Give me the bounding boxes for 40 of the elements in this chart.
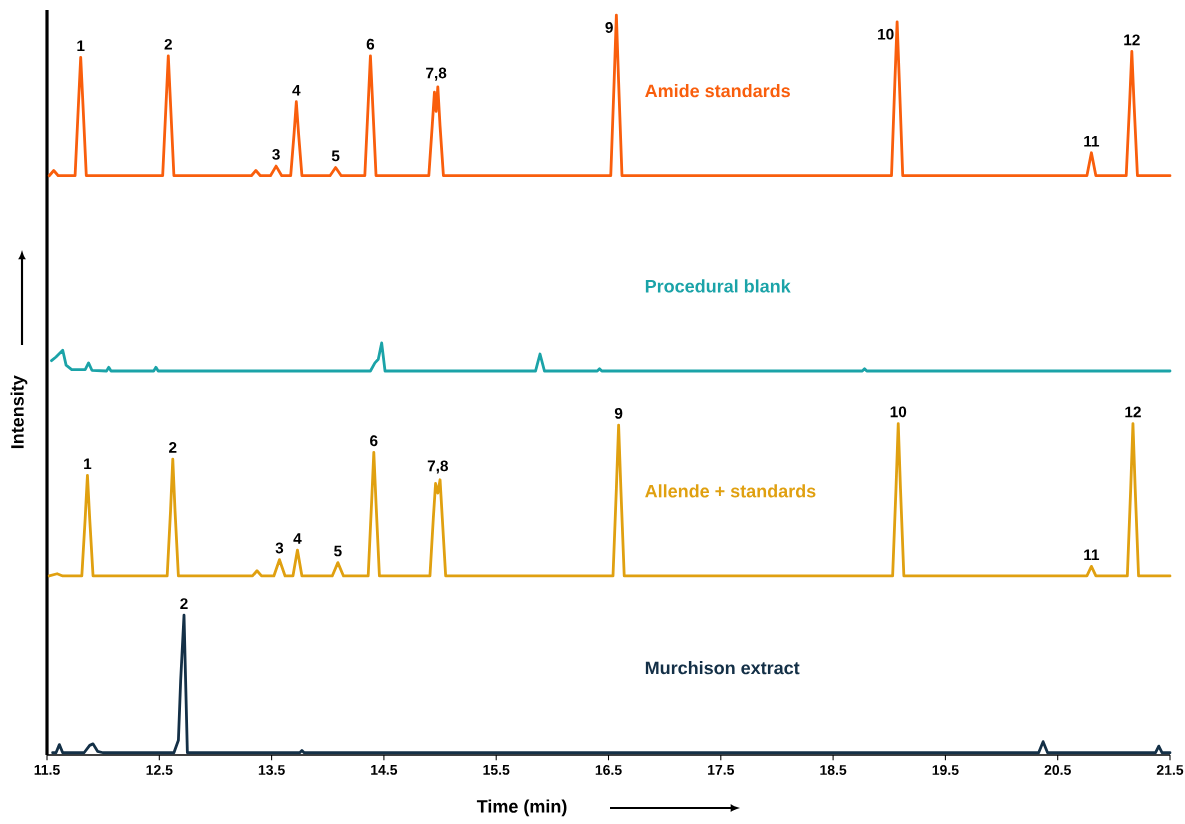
annotation: 4: [293, 533, 302, 544]
annotation: 10: [890, 406, 907, 418]
x-tick-label: 12.5: [146, 765, 173, 775]
x-tick-label: 15.5: [483, 765, 510, 775]
annotation: 1: [77, 40, 85, 52]
annotation: 6: [370, 435, 378, 447]
x-axis-title: Time (min): [476, 799, 567, 817]
y-axis-title: Intensity: [10, 375, 28, 449]
annotation: 12: [1125, 406, 1141, 418]
annotation: 7,8: [427, 460, 448, 474]
annotation: 11: [1084, 549, 1100, 561]
annotation: 5: [334, 545, 342, 557]
annotation: 9: [605, 22, 613, 33]
series-label: Allende + standards: [645, 484, 816, 498]
x-tick-label: 16.5: [595, 765, 622, 775]
x-tick-label: 21.5: [1156, 765, 1184, 775]
annotation: 9: [614, 407, 623, 419]
x-tick-label: 17.5: [708, 765, 735, 775]
annotation: 4: [292, 84, 301, 96]
x-tick-label: 14.5: [371, 765, 398, 775]
annotation: 7,8: [426, 67, 447, 81]
x-tick-label: 18.5: [820, 765, 847, 775]
text: Murchison extract: [645, 661, 800, 675]
annotation: 2: [164, 38, 172, 50]
annotation: 3: [272, 148, 280, 160]
x-tick-label: 13.5: [258, 765, 285, 775]
annotation: 12: [1124, 34, 1140, 46]
annotation: 2: [169, 442, 177, 453]
series-label: Amide standards: [645, 84, 790, 98]
annotation: 3: [275, 542, 284, 554]
x-tick-label: 19.5: [932, 765, 959, 775]
x-tick-label: 20.5: [1044, 765, 1071, 775]
x-tick-label: 11.5: [34, 765, 60, 775]
annotation: 11: [1084, 135, 1100, 147]
annotation: 6: [366, 38, 375, 50]
annotation: 2: [180, 598, 188, 609]
annotation: 1: [84, 458, 92, 470]
text: Procedural blank: [645, 279, 791, 293]
annotation: 10: [878, 28, 894, 40]
annotation: 5: [331, 150, 340, 162]
